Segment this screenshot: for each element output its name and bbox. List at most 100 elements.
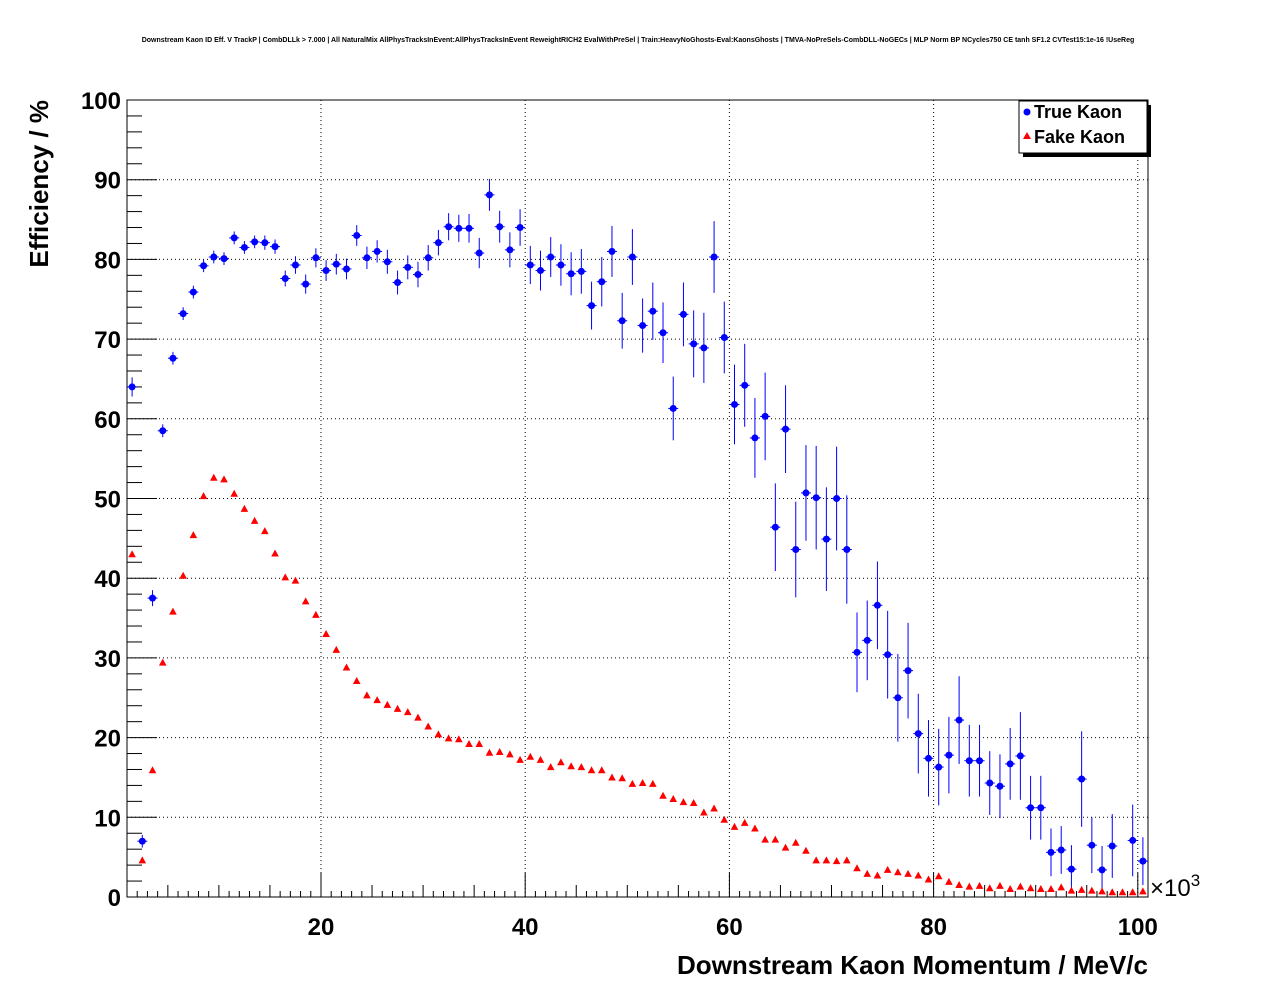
fake-kaon-point [475,739,484,747]
true-kaon-point [322,267,330,275]
true-kaon-point [516,224,524,232]
true-kaon-point [884,651,892,659]
fake-kaon-point [291,576,300,584]
fake-kaon-point [1139,887,1147,895]
true-kaon-point [343,265,351,273]
true-kaon-point [434,239,442,247]
true-kaon-point [782,425,790,433]
fake-kaon-point [138,856,147,864]
true-kaon-point [608,247,616,255]
fake-kaon-point [199,492,208,500]
true-kaon-point [894,694,902,702]
true-kaon-point [138,837,146,845]
true-kaon-point [669,404,677,412]
true-kaon-point [802,489,810,497]
y-tick-label: 90 [94,168,121,195]
true-kaon-point [639,322,647,330]
fake-kaon-point [557,758,565,766]
fake-kaon-point [597,766,606,774]
true-kaon-point [1139,857,1147,865]
fake-kaon-point [1118,888,1127,896]
true-kaon-point [1006,760,1014,768]
fake-kaon-point [965,882,974,890]
fake-kaon-point [189,531,198,539]
true-kaon-point [710,253,718,261]
fake-kaon-point [1006,885,1014,893]
true-kaon-point [271,243,279,251]
true-kaon-point [291,261,299,269]
fake-kaon-point [373,696,381,704]
true-kaon-point [965,757,973,765]
true-kaon-point [1027,804,1035,812]
fake-kaon-point [843,856,851,864]
true-kaon-point [853,648,861,656]
true-kaon-point [679,310,687,318]
true-kaon-point [986,779,994,787]
fake-kaon-point [781,843,790,851]
fake-kaon-point [761,835,769,843]
fake-kaon-point [301,597,310,605]
fake-kaon-point [700,808,708,816]
true-kaon-point [526,261,534,269]
x-tick-label: 60 [716,914,743,941]
fake-kaon-point [802,846,810,854]
legend-fake-kaon-marker [1023,132,1031,139]
x-axis-title: Downstream Kaon Momentum / MeV/c [677,950,1148,980]
true-kaon-point [598,278,606,286]
y-tick-label: 60 [94,407,121,434]
fake-kaon-point [924,875,933,883]
true-kaon-point [1057,846,1065,854]
fake-kaon-point [312,610,320,618]
true-kaon-point [465,224,473,232]
grid-lines [127,100,1148,897]
fake-kaon-point [271,549,279,557]
x-multiplier-label: ×103 [1150,871,1200,902]
fake-kaon-point [1088,886,1096,894]
true-kaon-point [537,267,545,275]
fake-kaon-point [975,881,984,889]
true-kaon-point [833,495,841,502]
true-kaon-point [557,261,565,269]
true-kaon-point [220,255,228,263]
true-kaon-point [1067,865,1075,873]
fake-kaon-point [209,473,218,481]
fake-kaon-point [465,739,473,747]
true-kaon-point [1016,752,1024,760]
true-kaon-point [169,354,177,362]
true-kaon-point [200,262,208,270]
fake-kaon-point [689,798,698,806]
fake-kaon-point [1067,886,1076,894]
fake-kaon-point [985,884,994,892]
true-kaon-point [822,535,830,543]
true-kaon-point [547,253,555,261]
y-tick-label: 0 [108,885,121,912]
true-kaon-point [445,223,453,231]
true-kaon-point [149,594,157,602]
fake-kaon-point [740,818,749,826]
true-kaon-point [843,546,851,554]
fake-kaon-point [1098,887,1106,895]
legend-box [1018,100,1148,154]
x-tick-label: 80 [920,914,947,941]
fake-kaon-point [955,881,963,889]
fake-kaon-point [730,822,739,830]
true-kaon-point [251,238,259,246]
true-kaon-point [1108,842,1116,850]
fake-kaon-point [495,747,504,755]
true-kaon-point [383,258,391,266]
fake-kaon-point [649,779,657,787]
fake-kaon-point [853,864,861,872]
fake-kaon-point [455,735,463,743]
fake-kaon-point [1128,888,1137,896]
true-kaon-point [1078,775,1086,783]
true-kaon-point [159,427,167,435]
true-kaon-point [179,310,187,318]
true-kaon-point [210,253,218,261]
fake-kaon-point [1026,884,1035,892]
fake-kaon-point [261,527,269,535]
y-tick-label: 80 [94,247,121,274]
true-kaon-point [332,260,340,268]
true-kaon-point [496,223,504,231]
fake-kaon-point [332,645,341,653]
true-kaon-point [904,667,912,675]
